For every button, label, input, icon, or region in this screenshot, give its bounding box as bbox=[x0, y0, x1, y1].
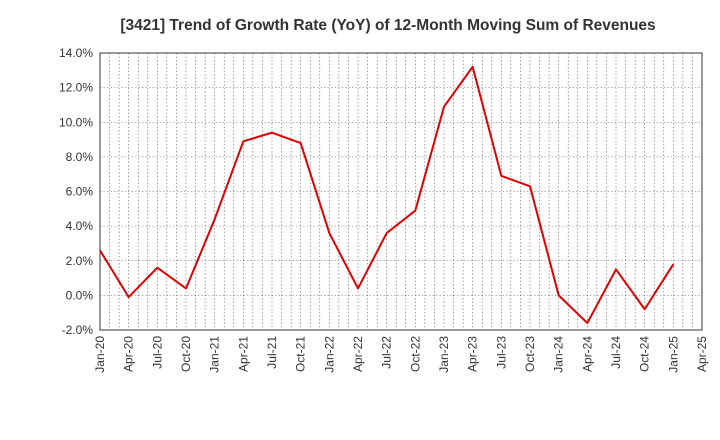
y-tick-label: 2.0% bbox=[66, 254, 94, 268]
x-tick-label: Apr-20 bbox=[122, 336, 136, 372]
x-tick-label: Apr-22 bbox=[351, 336, 365, 372]
x-tick-label: Jul-23 bbox=[494, 336, 508, 369]
x-tick-label: Apr-23 bbox=[466, 336, 480, 372]
x-tick-label: Jan-24 bbox=[552, 336, 566, 373]
y-tick-label: 10.0% bbox=[59, 115, 93, 129]
x-tick-label: Jan-22 bbox=[322, 336, 336, 373]
x-tick-label: Apr-25 bbox=[695, 336, 709, 372]
chart-title: [3421] Trend of Growth Rate (YoY) of 12-… bbox=[120, 17, 655, 34]
x-axis-ticks: Jan-20 Apr-20 Jul-20 Oct-20 Jan-21 Apr-21 Jul-… bbox=[93, 336, 709, 373]
series-group bbox=[99, 65, 675, 325]
x-tick-label: Jul-20 bbox=[150, 336, 164, 369]
y-tick-label: 0.0% bbox=[66, 288, 94, 302]
x-tick-label: Oct-23 bbox=[523, 336, 537, 372]
x-tick-label: Jul-22 bbox=[380, 336, 394, 369]
x-tick-label: Jul-24 bbox=[609, 336, 623, 369]
x-tick-label: Jan-25 bbox=[666, 336, 680, 373]
y-tick-label: -2.0% bbox=[62, 323, 94, 337]
series-line bbox=[99, 65, 675, 325]
x-tick-label: Jan-23 bbox=[437, 336, 451, 373]
y-tick-label: 4.0% bbox=[66, 219, 94, 233]
x-tick-label: Oct-24 bbox=[638, 336, 652, 372]
x-tick-label: Oct-22 bbox=[408, 336, 422, 372]
x-tick-label: Apr-21 bbox=[236, 336, 250, 372]
grid bbox=[100, 53, 702, 330]
x-tick-label: Jan-20 bbox=[93, 336, 107, 373]
x-tick-label: Oct-21 bbox=[294, 336, 308, 372]
x-tick-label: Oct-20 bbox=[179, 336, 193, 372]
x-tick-label: Apr-24 bbox=[580, 336, 594, 372]
y-tick-label: 12.0% bbox=[59, 81, 93, 95]
x-tick-label: Jan-21 bbox=[208, 336, 222, 373]
y-axis-ticks: 14.0% 12.0% 10.0% 8.0% 6.0% 4.0% 2.0% 0.0% -2.0% bbox=[59, 46, 93, 337]
plot-area bbox=[99, 52, 703, 331]
y-tick-label: 6.0% bbox=[66, 185, 94, 199]
y-tick-label: 14.0% bbox=[59, 46, 93, 60]
x-tick-label: Jul-21 bbox=[265, 336, 279, 369]
y-tick-label: 8.0% bbox=[66, 150, 94, 164]
